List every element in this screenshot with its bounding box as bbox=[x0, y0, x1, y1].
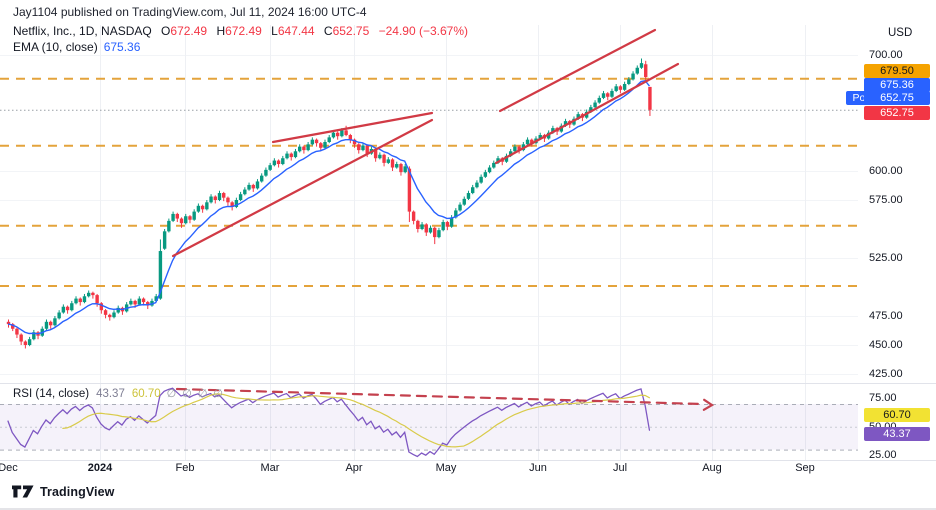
hidden-plot-icon: ∅ bbox=[182, 388, 192, 400]
axis-tick: 525.00 bbox=[869, 252, 903, 264]
attribution-text: Jay1104 published on TradingView.com, Ju… bbox=[13, 5, 367, 19]
hidden-plot-icon: ∅ bbox=[166, 388, 177, 400]
open-value: 672.49 bbox=[170, 24, 208, 38]
time-axis-label: Feb bbox=[175, 462, 195, 474]
time-axis-label: Apr bbox=[345, 462, 363, 474]
rsi-ma-value: 60.70 bbox=[131, 388, 161, 400]
ema-legend[interactable]: EMA (10, close) 675.36 bbox=[13, 40, 140, 54]
close-value: 652.75 bbox=[332, 24, 370, 38]
tradingview-logo-icon bbox=[12, 485, 34, 498]
axis-tick: 25.00 bbox=[869, 449, 897, 461]
low-label: L bbox=[271, 24, 278, 38]
time-axis-label: Sep bbox=[795, 462, 815, 474]
price-badge-purple: 43.37 bbox=[864, 427, 930, 441]
time-axis-label: May bbox=[435, 462, 457, 474]
price-badge-blue: 652.75 bbox=[864, 91, 930, 105]
price-badge-orange: 679.50 bbox=[864, 64, 930, 78]
time-axis-label: Mar bbox=[260, 462, 280, 474]
axis-tick: 425.00 bbox=[869, 368, 903, 380]
open-label: O bbox=[161, 24, 171, 38]
time-axis-label: 2024 bbox=[87, 462, 113, 474]
low-value: 647.44 bbox=[277, 24, 315, 38]
axis-tick: 475.00 bbox=[869, 310, 903, 322]
currency-label: USD bbox=[888, 27, 913, 39]
ema-value: 675.36 bbox=[103, 40, 141, 54]
high-label: H bbox=[216, 24, 226, 38]
price-badge-yellow: 60.70 bbox=[864, 408, 930, 422]
rsi-label: RSI (14, close) bbox=[13, 388, 90, 400]
rsi-legend[interactable]: RSI (14, close) 43.37 60.70 ∅ ∅ ∅ ∅ bbox=[13, 387, 223, 400]
axis-tick: 450.00 bbox=[869, 339, 903, 351]
tradingview-brand-text: TradingView bbox=[40, 484, 115, 499]
close-label: C bbox=[323, 24, 333, 38]
time-axis-label: Jun bbox=[529, 462, 547, 474]
ema-label: EMA (10, close) bbox=[13, 40, 98, 54]
axis-tick: 75.00 bbox=[869, 392, 897, 404]
price-badge-red: 652.75 bbox=[864, 106, 930, 120]
axis-tick: 700.00 bbox=[869, 49, 903, 61]
axis-tick: 600.00 bbox=[869, 165, 903, 177]
rsi-value: 43.37 bbox=[96, 388, 125, 400]
price-badge-blue: 675.36 bbox=[864, 78, 930, 92]
time-axis-label: Aug bbox=[702, 462, 722, 474]
high-value: 672.49 bbox=[225, 24, 262, 38]
change-value: −24.90 (−3.67%) bbox=[378, 24, 469, 38]
hidden-plot-icon: ∅ bbox=[197, 388, 208, 400]
symbol-title: Netflix, Inc., 1D, NASDAQ bbox=[13, 24, 152, 38]
tradingview-footer[interactable]: TradingView bbox=[12, 484, 115, 499]
time-axis-label: Jul bbox=[612, 462, 628, 474]
hidden-plot-icon: ∅ bbox=[213, 388, 223, 400]
axis-tick: 575.00 bbox=[869, 194, 903, 206]
rsi-hidden-plots: ∅ ∅ ∅ ∅ bbox=[161, 388, 223, 400]
symbol-legend[interactable]: Netflix, Inc., 1D, NASDAQ O672.49 H672.4… bbox=[13, 24, 468, 38]
time-axis-label: Dec bbox=[0, 462, 18, 474]
